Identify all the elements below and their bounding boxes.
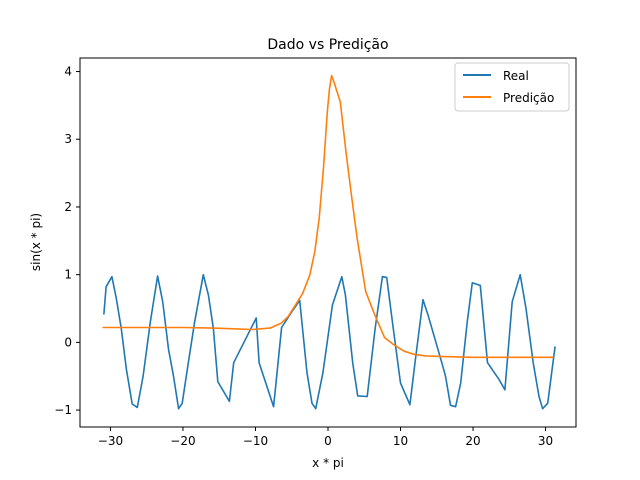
y-tick-label: 4 <box>64 65 72 79</box>
y-tick-label: 0 <box>64 335 72 349</box>
y-tick-label: 1 <box>64 268 72 282</box>
series-line-predicao <box>102 74 554 359</box>
y-axis-label: sin(x * pi) <box>29 213 43 271</box>
legend: Real Predição <box>454 62 570 112</box>
chart-title: Dado vs Predição <box>267 37 388 53</box>
x-axis-ticks: −30 −20 −10 0 10 20 30 <box>98 427 553 448</box>
y-tick-label: −1 <box>54 403 72 417</box>
y-axis-ticks: −1 0 1 2 3 4 <box>54 65 80 417</box>
series-layer <box>102 74 556 410</box>
x-tick-label: −20 <box>170 434 195 448</box>
x-tick-label: 10 <box>393 434 408 448</box>
x-tick-label: −10 <box>243 434 268 448</box>
legend-label-real: Real <box>503 69 529 83</box>
x-tick-label: −30 <box>98 434 123 448</box>
legend-label-predicao: Predição <box>503 91 554 105</box>
x-tick-label: 0 <box>324 434 332 448</box>
series-line-real <box>103 273 556 410</box>
y-tick-label: 3 <box>64 132 72 146</box>
y-tick-label: 2 <box>64 200 72 214</box>
x-axis-label: x * pi <box>312 456 344 470</box>
x-tick-label: 20 <box>465 434 480 448</box>
x-tick-label: 30 <box>538 434 553 448</box>
